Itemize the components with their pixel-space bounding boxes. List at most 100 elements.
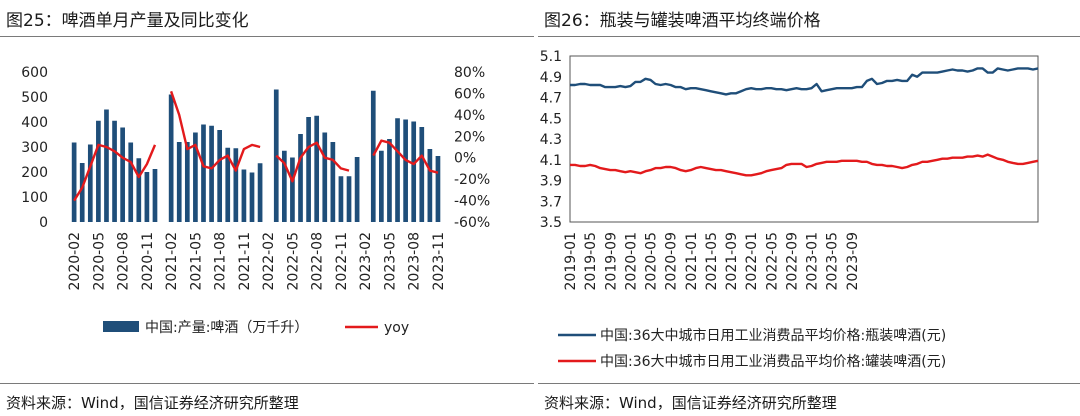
left-title-divider — [0, 36, 534, 37]
output-bar — [257, 163, 263, 222]
right-y-tick-label: 0% — [454, 151, 476, 167]
left-y-tick-label: 500 — [21, 90, 48, 106]
y-tick-label: 4.5 — [540, 111, 562, 127]
output-bar — [411, 121, 417, 222]
output-bar — [201, 124, 206, 222]
legend-swatch-output — [103, 321, 139, 332]
output-bar — [104, 109, 109, 222]
output-bar — [281, 150, 287, 222]
right-y-tick-label: 20% — [454, 129, 485, 145]
right-y-tick-label: 40% — [454, 108, 485, 124]
x-tick-label: 2022-01 — [744, 232, 760, 291]
yoy-line — [169, 90, 261, 172]
right-source-note: 资料来源：Wind，国信证券经济研究所整理 — [544, 394, 837, 412]
x-tick-label: 2023-02 — [358, 232, 374, 291]
output-bar — [96, 120, 101, 222]
x-tick-label: 2020-11 — [140, 232, 156, 291]
beer-output-chart: 0 100 200 300 400 500 600 -60% -40% -20% 0% 20% 40% 6… — [21, 65, 490, 336]
output-bar — [112, 120, 117, 222]
x-tick-label: 2022-11 — [334, 232, 350, 291]
x-tick-label: 2021-01 — [684, 232, 700, 291]
output-bar — [241, 169, 247, 222]
left-y-tick-label: 0 — [39, 215, 48, 231]
output-bar — [225, 147, 231, 222]
output-bar — [120, 127, 125, 222]
left-source-note: 资料来源：Wind，国信证券经济研究所整理 — [6, 394, 299, 412]
right-y-tick-label: -60% — [454, 215, 490, 231]
output-bar — [193, 132, 198, 222]
x-tick-label: 2022-02 — [261, 232, 277, 291]
output-bar — [419, 127, 425, 222]
output-bar — [354, 157, 360, 222]
output-bar — [209, 125, 214, 222]
output-bar — [330, 142, 336, 222]
x-tick-label: 2023-11 — [431, 232, 447, 291]
output-bar — [176, 142, 182, 222]
x-tick-label: 2022-05 — [764, 232, 780, 291]
y-tick-label: 3.7 — [540, 194, 562, 210]
output-bar — [144, 172, 150, 222]
yoy-line — [372, 139, 439, 174]
output-bar — [87, 144, 93, 222]
x-tick-label: 2023-08 — [407, 232, 423, 291]
legend-label-output: 中国:产量:啤酒（万千升） — [145, 320, 308, 336]
x-tick-label: 2023-05 — [825, 232, 841, 291]
output-bar — [370, 90, 376, 222]
right-title-divider — [538, 36, 1080, 37]
output-bar — [290, 157, 295, 222]
output-bar — [128, 142, 134, 222]
canned-price-line — [570, 153, 1039, 177]
y-tick-label: 4.7 — [540, 91, 562, 107]
legend-label-yoy: yoy — [384, 320, 409, 336]
x-tick-label: 2022-05 — [285, 232, 301, 291]
output-bar — [298, 134, 303, 222]
output-bar — [79, 163, 85, 222]
bottled-price-line — [570, 67, 1039, 96]
x-tick-label: 2019-05 — [583, 232, 599, 291]
right-source-divider — [538, 383, 1080, 384]
x-tick-label: 2023-05 — [382, 232, 398, 291]
x-tick-label: 2022-09 — [784, 232, 800, 291]
output-bar — [152, 169, 158, 222]
plot-frame — [569, 55, 1039, 223]
right-figure-title: 图26：瓶装与罐装啤酒平均终端价格 — [544, 11, 821, 31]
x-tick-label: 2021-09 — [724, 232, 740, 291]
x-tick-label: 2022-08 — [310, 232, 326, 291]
output-bar — [168, 94, 174, 222]
output-bar — [217, 130, 223, 222]
x-tick-label: 2019-09 — [603, 232, 619, 291]
x-tick-label: 2020-08 — [116, 232, 132, 291]
left-y-tick-label: 400 — [21, 115, 48, 131]
x-tick-label: 2021-11 — [237, 232, 253, 291]
x-tick-label: 2020-02 — [67, 232, 83, 291]
y-tick-label: 4.3 — [540, 132, 562, 148]
left-source-divider — [0, 383, 534, 384]
output-bar — [314, 115, 320, 222]
x-tick-label: 2021-08 — [213, 232, 229, 291]
y-tick-label: 4.1 — [540, 153, 562, 169]
output-bar — [435, 156, 441, 222]
output-bar — [233, 148, 239, 222]
x-tick-label: 2020-09 — [664, 232, 680, 291]
output-bar — [71, 142, 77, 222]
x-tick-label: 2019-01 — [563, 232, 579, 291]
y-tick-label: 4.9 — [540, 70, 562, 86]
left-y-tick-label: 300 — [21, 140, 48, 156]
left-figure-panel: 图25：啤酒单月产量及同比变化 0 100 200 300 400 500 600 -60% -… — [0, 0, 534, 416]
x-tick-label: 2020-05 — [91, 232, 107, 291]
y-tick-label: 3.5 — [540, 215, 562, 231]
left-figure-title: 图25：啤酒单月产量及同比变化 — [6, 11, 249, 31]
left-y-tick-label: 200 — [21, 165, 48, 181]
legend-label-canned: 中国:36大中城市日用工业消费品平均价格:罐装啤酒(元) — [600, 353, 946, 370]
right-figure-panel: 图26：瓶装与罐装啤酒平均终端价格 3.5 3.7 3.9 4.1 4.3 4.5 4.7 4… — [538, 0, 1080, 416]
yoy-line — [73, 143, 157, 202]
x-tick-label: 2023-01 — [805, 232, 821, 291]
output-bar — [427, 149, 433, 222]
output-bar — [249, 172, 255, 222]
output-bar — [306, 117, 311, 222]
output-bar — [403, 119, 408, 222]
output-bar — [338, 176, 344, 222]
x-tick-label: 2021-05 — [188, 232, 204, 291]
right-y-tick-label: 80% — [454, 65, 485, 81]
output-bar — [379, 150, 384, 222]
